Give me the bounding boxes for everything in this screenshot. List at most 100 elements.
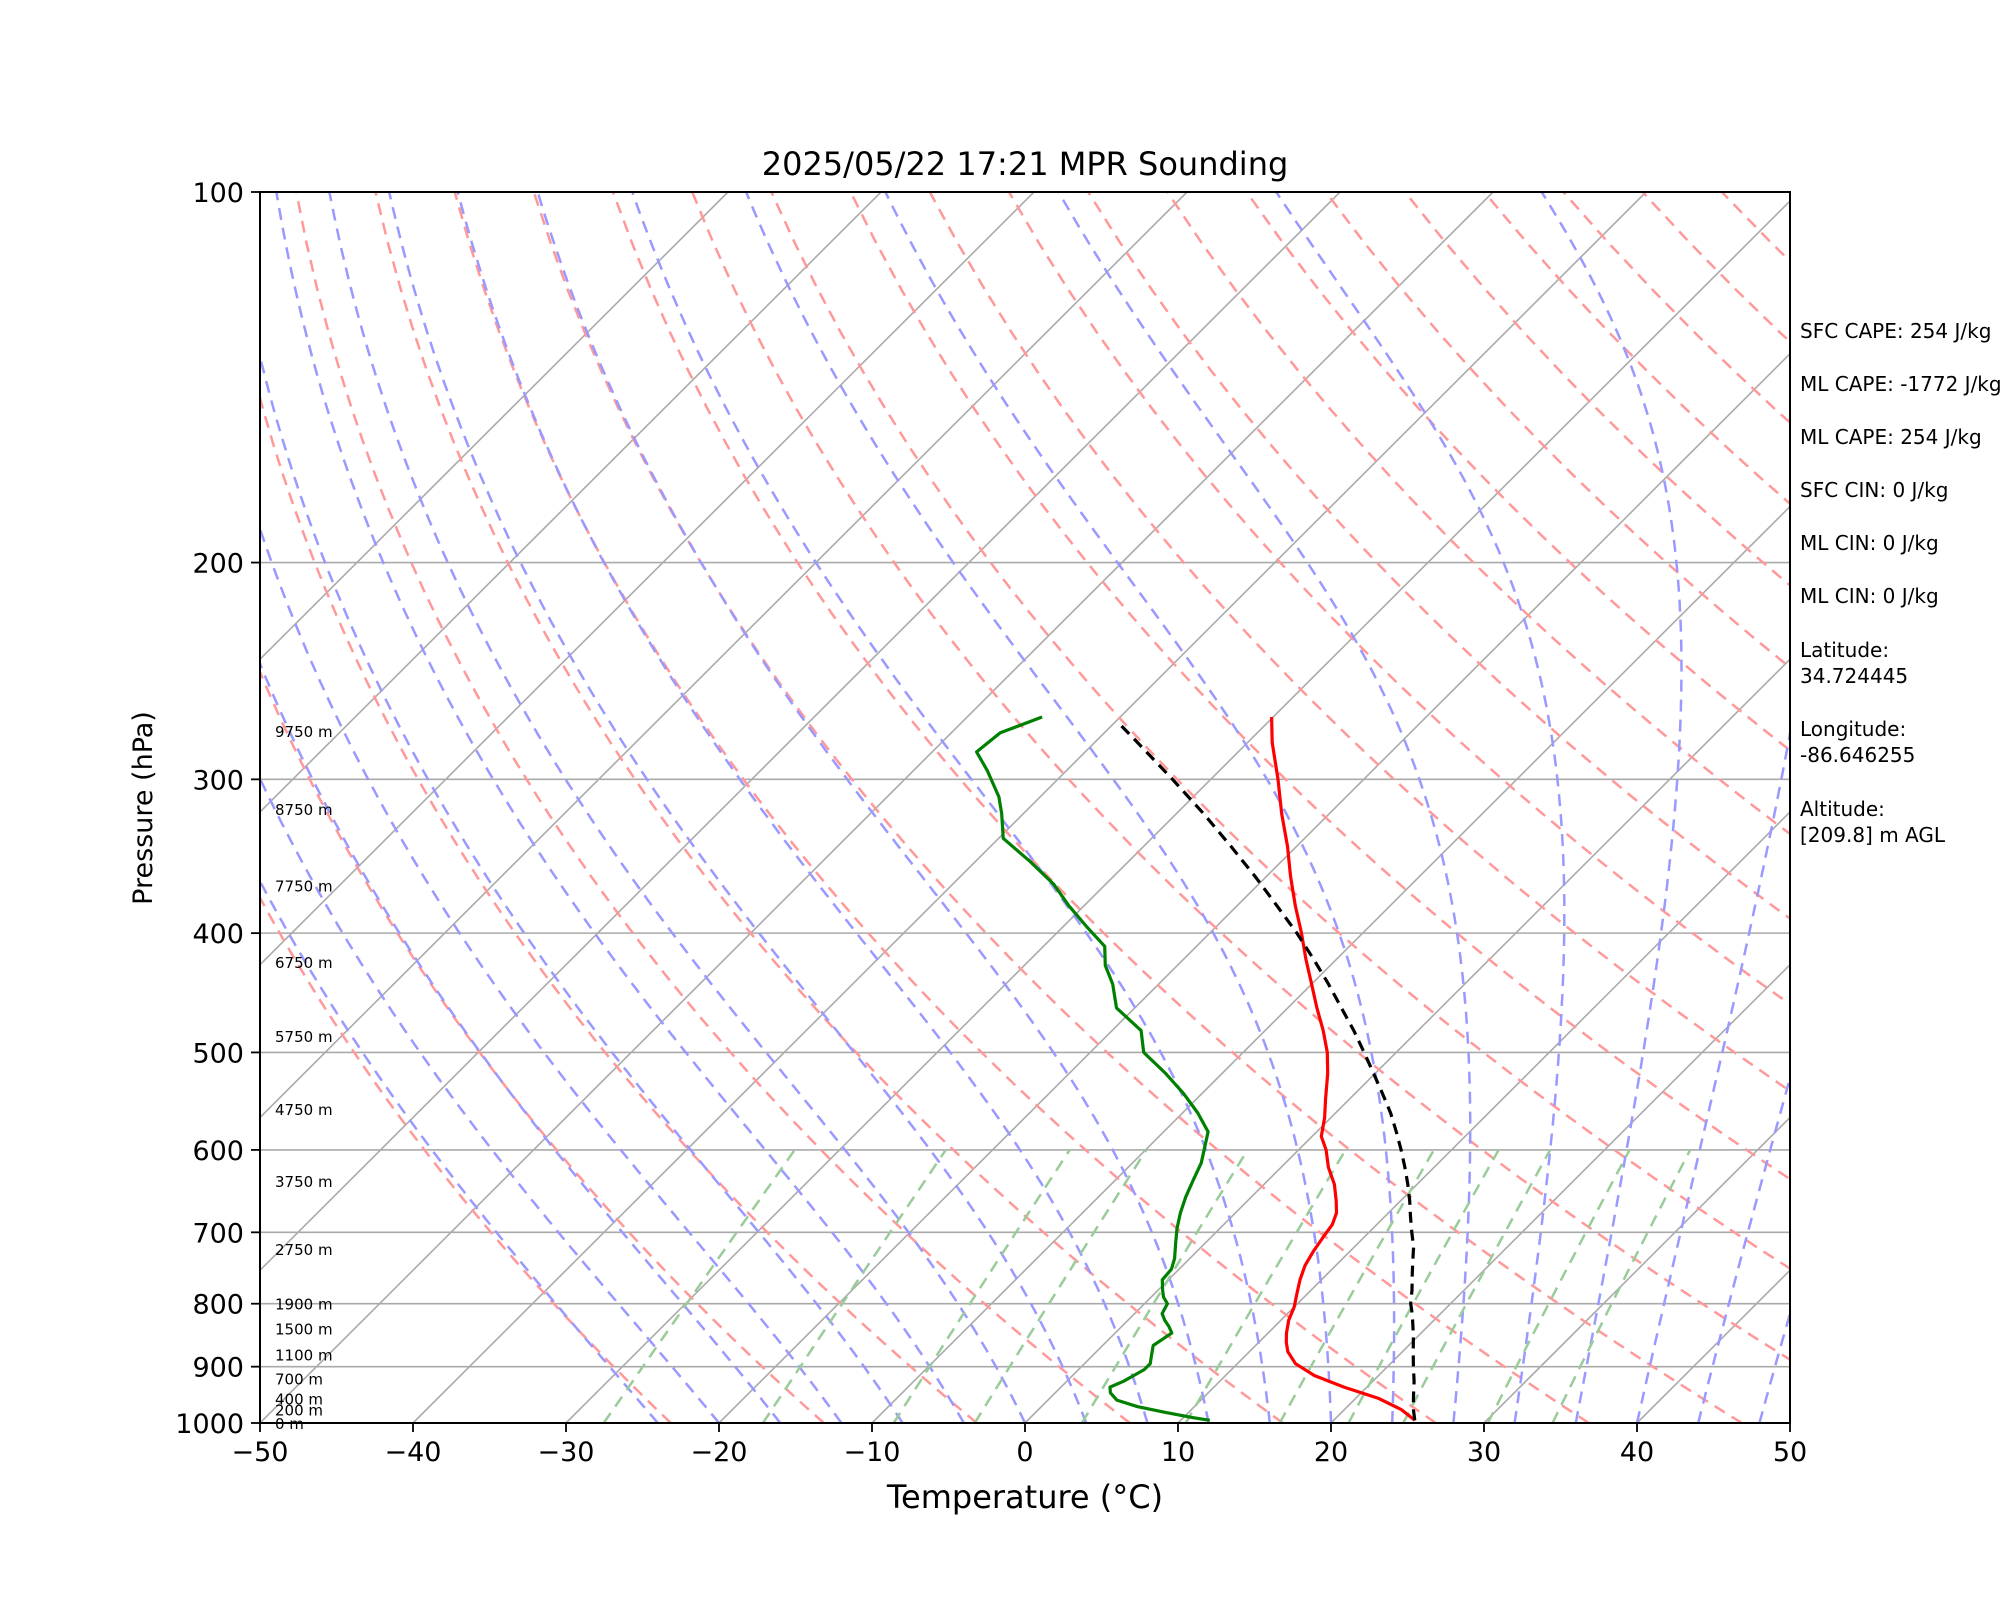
- moist-adiabat: [884, 192, 1396, 1423]
- isotherm-line: [260, 192, 1494, 1423]
- mixing-ratio-line: [1402, 1149, 1552, 1423]
- height-label: 9750 m: [275, 723, 333, 741]
- dry-adiabat: [1007, 192, 1790, 1006]
- height-label: 7750 m: [275, 878, 333, 896]
- moist-adiabat: [1275, 192, 1566, 1423]
- x-tick-label: 10: [1161, 1437, 1195, 1468]
- latitude-value: 34.724445: [1800, 664, 1909, 688]
- x-axis-ticks: −50 −40 −30 −20 −10 0 10 20 30 40 50: [232, 1423, 1807, 1468]
- isotherm-line: [871, 505, 1790, 1423]
- height-label: 2750 m: [275, 1241, 333, 1259]
- isotherm-line: [718, 352, 1790, 1423]
- stat-ml-cin: ML CIN: 0 J/kg: [1800, 531, 1939, 555]
- altitude-label: Altitude:: [1800, 797, 1885, 821]
- isotherm-line: [260, 192, 882, 814]
- dry-adiabat: [532, 192, 1590, 1423]
- mixing-ratio-line: [761, 1149, 947, 1423]
- dry-adiabat: [453, 192, 1437, 1423]
- mixing-ratio-line: [1551, 1149, 1692, 1423]
- moist-adiabat: [328, 192, 1027, 1423]
- mixing-ratio-line: [1080, 1149, 1249, 1423]
- x-tick-label: −50: [232, 1437, 289, 1468]
- y-tick-label: 800: [192, 1290, 244, 1321]
- x-tick-label: −20: [691, 1437, 748, 1468]
- dry-adiabat: [260, 895, 672, 1423]
- isotherm-line: [1177, 810, 1790, 1423]
- y-tick-label: 300: [192, 765, 244, 796]
- dry-adiabat: [295, 192, 1131, 1423]
- y-tick-label: 100: [192, 178, 244, 209]
- y-tick-label: 200: [192, 549, 244, 580]
- mixing-ratio-line: [1486, 1149, 1631, 1423]
- moist-adiabat: [536, 192, 1210, 1423]
- height-label: 1500 m: [275, 1321, 333, 1339]
- x-tick-label: 0: [1016, 1437, 1033, 1468]
- moist-adiabat: [260, 660, 782, 1423]
- dry-adiabat: [260, 393, 978, 1423]
- mixing-ratio-line: [892, 1149, 1071, 1423]
- y-tick-label: 700: [192, 1218, 244, 1249]
- height-label: 6750 m: [275, 954, 333, 972]
- x-tick-label: 50: [1773, 1437, 1807, 1468]
- isotherm-line: [1330, 963, 1790, 1423]
- height-label: 700 m: [275, 1370, 323, 1388]
- stat-ml-cin-2: ML CIN: 0 J/kg: [1800, 584, 1939, 608]
- dry-adiabat: [1166, 192, 1790, 836]
- x-tick-label: 30: [1467, 1437, 1501, 1468]
- longitude-value: -86.646255: [1800, 743, 1916, 767]
- isotherm-line: [260, 192, 1188, 1119]
- y-axis-label: Pressure (hPa): [128, 711, 159, 905]
- moist-adiabat: [456, 192, 1149, 1423]
- moist-adiabat: [1635, 726, 1790, 1423]
- y-tick-label: 500: [192, 1038, 244, 1069]
- mixing-ratio-line: [1347, 1149, 1500, 1423]
- latitude-label: Latitude:: [1800, 638, 1890, 662]
- moist-adiabat: [1057, 192, 1472, 1423]
- moist-adiabat: [260, 351, 904, 1423]
- dry-adiabat: [691, 192, 1790, 1362]
- height-label: 5750 m: [275, 1028, 333, 1046]
- mixing-ratio-line: [1184, 1149, 1347, 1423]
- dry-adiabat: [1245, 192, 1790, 752]
- height-label: 3750 m: [275, 1173, 333, 1191]
- x-tick-label: −10: [844, 1437, 901, 1468]
- stat-sfc-cape: SFC CAPE: 254 J/kg: [1800, 319, 1992, 343]
- moist-adiabat: [1758, 1309, 1790, 1423]
- profiles: [975, 715, 1417, 1422]
- chart-title: 2025/05/22 17:21 MPR Sounding: [762, 145, 1289, 183]
- temperature-profile: [1270, 716, 1416, 1422]
- altitude-value: [209.8] m AGL: [1800, 823, 1946, 847]
- dry-adiabat: [611, 192, 1743, 1423]
- height-label: 8750 m: [275, 801, 333, 819]
- mixing-ratio-line: [973, 1149, 1148, 1423]
- moist-adiabat: [387, 192, 1088, 1423]
- moist-adiabat: [631, 192, 1272, 1423]
- y-tick-label: 400: [192, 919, 244, 950]
- isotherm-line: [260, 192, 729, 661]
- x-tick-label: 40: [1620, 1437, 1654, 1468]
- x-tick-label: 20: [1314, 1437, 1348, 1468]
- stat-ml-cape: ML CAPE: -1772 J/kg: [1800, 372, 2000, 396]
- moist-adiabat: [744, 192, 1333, 1423]
- moist-adiabat: [1696, 1073, 1790, 1423]
- y-tick-label: 600: [192, 1136, 244, 1167]
- height-label: 400 m: [275, 1390, 323, 1408]
- x-tick-label: −30: [538, 1437, 595, 1468]
- mixing-ratio-line: [1278, 1149, 1435, 1423]
- stat-ml-cape-2: ML CAPE: 254 J/kg: [1800, 425, 1982, 449]
- moist-adiabat: [260, 524, 843, 1423]
- y-tick-label: 900: [192, 1353, 244, 1384]
- isotherm-line: [260, 192, 1341, 1272]
- dry-adiabat: [260, 668, 825, 1423]
- dry-adiabat: [770, 192, 1790, 1271]
- x-tick-label: −40: [385, 1437, 442, 1468]
- dewpoint-profile: [975, 715, 1211, 1422]
- height-label: 4750 m: [275, 1101, 333, 1119]
- isotherm-line: [412, 192, 1647, 1423]
- parcel-profile: [1117, 721, 1417, 1421]
- longitude-label: Longitude:: [1800, 717, 1907, 741]
- height-label: 1900 m: [275, 1296, 333, 1314]
- isotherm-line: [1483, 1116, 1790, 1423]
